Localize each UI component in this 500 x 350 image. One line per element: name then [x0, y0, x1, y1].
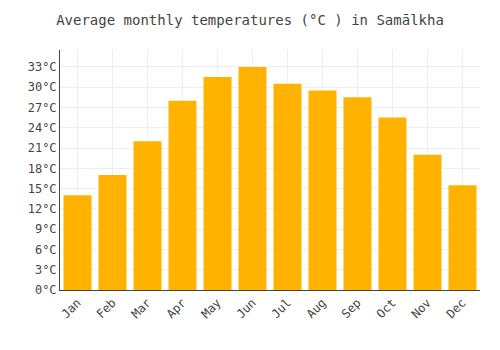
svg-text:33°C: 33°C	[28, 60, 57, 74]
svg-text:Aug: Aug	[304, 296, 329, 321]
svg-text:Sep: Sep	[339, 296, 364, 321]
svg-text:Jul: Jul	[269, 296, 294, 321]
svg-text:May: May	[199, 296, 224, 321]
svg-text:Dec: Dec	[444, 296, 469, 321]
svg-text:30°C: 30°C	[28, 80, 57, 94]
svg-text:Feb: Feb	[94, 296, 119, 321]
svg-text:21°C: 21°C	[28, 141, 57, 155]
svg-text:6°C: 6°C	[35, 243, 57, 257]
svg-text:9°C: 9°C	[35, 222, 57, 236]
svg-text:Mar: Mar	[129, 296, 154, 321]
svg-text:24°C: 24°C	[28, 121, 57, 135]
svg-text:18°C: 18°C	[28, 162, 57, 176]
svg-text:3°C: 3°C	[35, 263, 57, 277]
svg-text:Average monthly temperatures (: Average monthly temperatures (°C ) in Sa…	[56, 12, 444, 28]
svg-text:0°C: 0°C	[35, 283, 57, 297]
svg-text:27°C: 27°C	[28, 101, 57, 115]
svg-text:Jun: Jun	[234, 296, 259, 321]
svg-text:Nov: Nov	[409, 296, 434, 321]
svg-text:12°C: 12°C	[28, 202, 57, 216]
svg-text:Apr: Apr	[164, 296, 189, 321]
svg-text:Oct: Oct	[374, 296, 399, 321]
svg-text:Jan: Jan	[59, 296, 84, 321]
svg-text:15°C: 15°C	[28, 182, 57, 196]
